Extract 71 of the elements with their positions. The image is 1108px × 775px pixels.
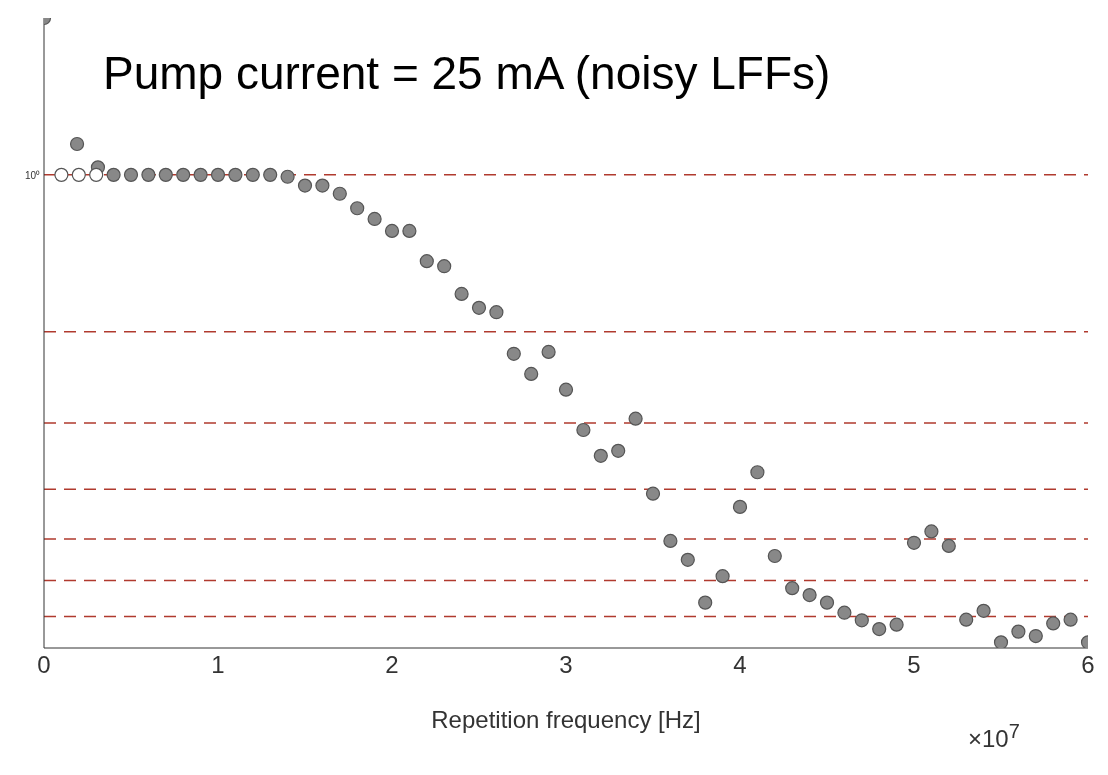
point <box>663 533 678 548</box>
point <box>1011 624 1026 639</box>
point <box>802 587 817 603</box>
x-axis-title: Repetition frequency [Hz] <box>431 706 701 733</box>
point <box>141 167 156 182</box>
point <box>576 422 591 438</box>
point <box>976 603 991 618</box>
point <box>750 465 765 480</box>
point <box>872 622 887 637</box>
point <box>959 612 974 627</box>
point <box>1046 616 1061 631</box>
point <box>558 382 574 397</box>
point <box>645 486 661 501</box>
point <box>837 605 852 620</box>
point <box>680 552 695 567</box>
point <box>524 366 539 382</box>
point <box>402 223 417 239</box>
point <box>228 167 243 182</box>
point <box>506 346 521 361</box>
point <box>628 411 643 426</box>
point <box>471 300 487 315</box>
point <box>245 167 260 182</box>
point <box>785 581 800 596</box>
point <box>1063 612 1078 627</box>
point <box>193 167 208 182</box>
point <box>454 286 469 302</box>
point <box>698 595 713 610</box>
point <box>106 167 121 182</box>
point <box>419 254 434 269</box>
point <box>906 535 922 550</box>
point <box>263 167 278 182</box>
point <box>941 538 956 554</box>
x-tick-label: 5 <box>907 651 921 679</box>
text: ×10$^{7}$ <box>968 720 1020 753</box>
point <box>210 167 226 182</box>
point <box>767 548 782 564</box>
point <box>297 178 313 193</box>
point <box>332 186 347 201</box>
x-tick-label: 0 <box>37 651 51 679</box>
point <box>176 167 191 182</box>
point <box>819 595 835 610</box>
point <box>71 167 86 182</box>
point <box>123 167 139 182</box>
point <box>54 167 69 182</box>
point <box>384 223 400 239</box>
x-tick-label: 2 <box>385 651 399 679</box>
ref-line-label: 10⁰ <box>24 169 40 181</box>
x-tick-label: 3 <box>559 651 573 679</box>
point <box>993 635 1009 648</box>
point <box>89 167 104 182</box>
text: Pump current = 25 mA (noisy LFFs) <box>103 46 831 100</box>
point <box>541 344 556 359</box>
point <box>732 499 748 514</box>
point <box>158 167 173 182</box>
x-tick-label: 4 <box>733 651 747 679</box>
point <box>489 305 504 320</box>
point <box>280 169 295 184</box>
point <box>367 211 382 227</box>
point <box>889 617 904 632</box>
point <box>315 178 330 193</box>
point <box>611 443 626 458</box>
point <box>350 201 365 216</box>
point <box>715 569 730 584</box>
x-tick-label: 6 <box>1081 651 1095 679</box>
point <box>854 613 869 628</box>
point <box>69 136 85 152</box>
point <box>924 524 939 539</box>
point <box>593 448 608 463</box>
x-tick-label: 1 <box>211 651 225 679</box>
point <box>437 259 452 274</box>
point <box>1028 628 1043 644</box>
